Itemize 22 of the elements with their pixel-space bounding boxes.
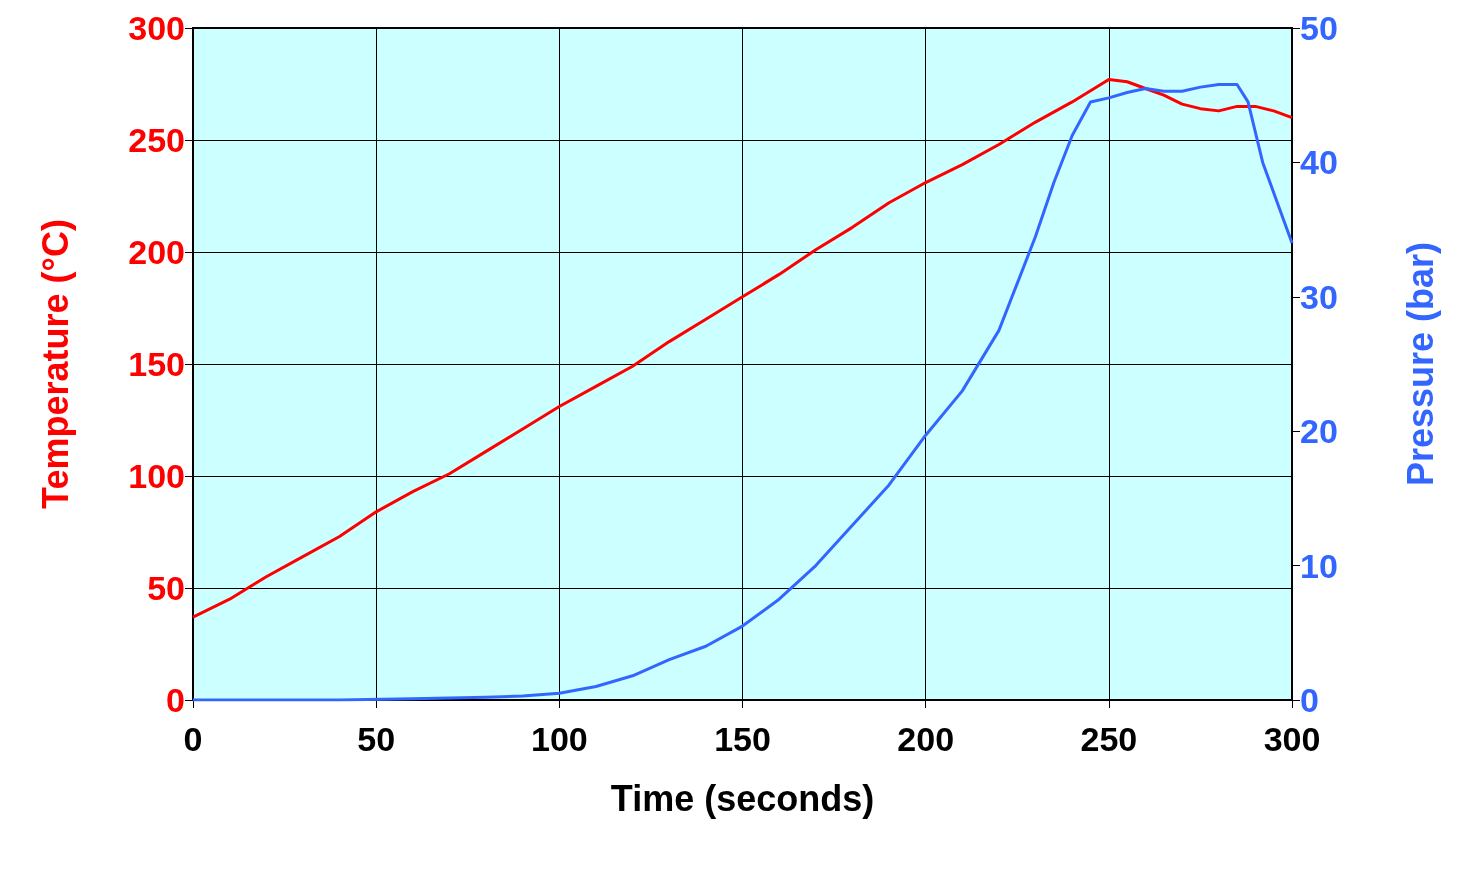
y2-tick-label: 10 [1300, 546, 1338, 585]
y-axis-title: Temperature (°C) [34, 219, 76, 509]
x-tick-label: 250 [1080, 720, 1138, 758]
x-tick-label: 200 [897, 720, 955, 758]
x-axis-title: Time (seconds) [610, 777, 875, 819]
y-tick-label: 50 [147, 569, 185, 607]
y2-tick-label: 0 [1300, 681, 1319, 719]
y-tick-label: 0 [166, 681, 185, 719]
x-tick-label: 150 [714, 720, 771, 758]
x-tick-label: 100 [530, 720, 588, 758]
y-tick-label: 250 [128, 121, 185, 159]
y2-tick-label: 40 [1300, 143, 1338, 182]
y2-tick-label: 50 [1300, 9, 1338, 47]
y-tick-label: 200 [128, 233, 185, 271]
y-tick-label: 300 [128, 9, 185, 47]
y2-tick-label: 30 [1300, 277, 1338, 316]
y-tick-label: 100 [128, 457, 185, 495]
y2-axis-title: Pressure (bar) [1399, 241, 1441, 487]
y2-tick-label: 20 [1300, 412, 1338, 451]
x-tick-label: 300 [1263, 720, 1321, 758]
x-tick-label: 50 [357, 720, 396, 758]
y-tick-label: 150 [128, 345, 185, 383]
